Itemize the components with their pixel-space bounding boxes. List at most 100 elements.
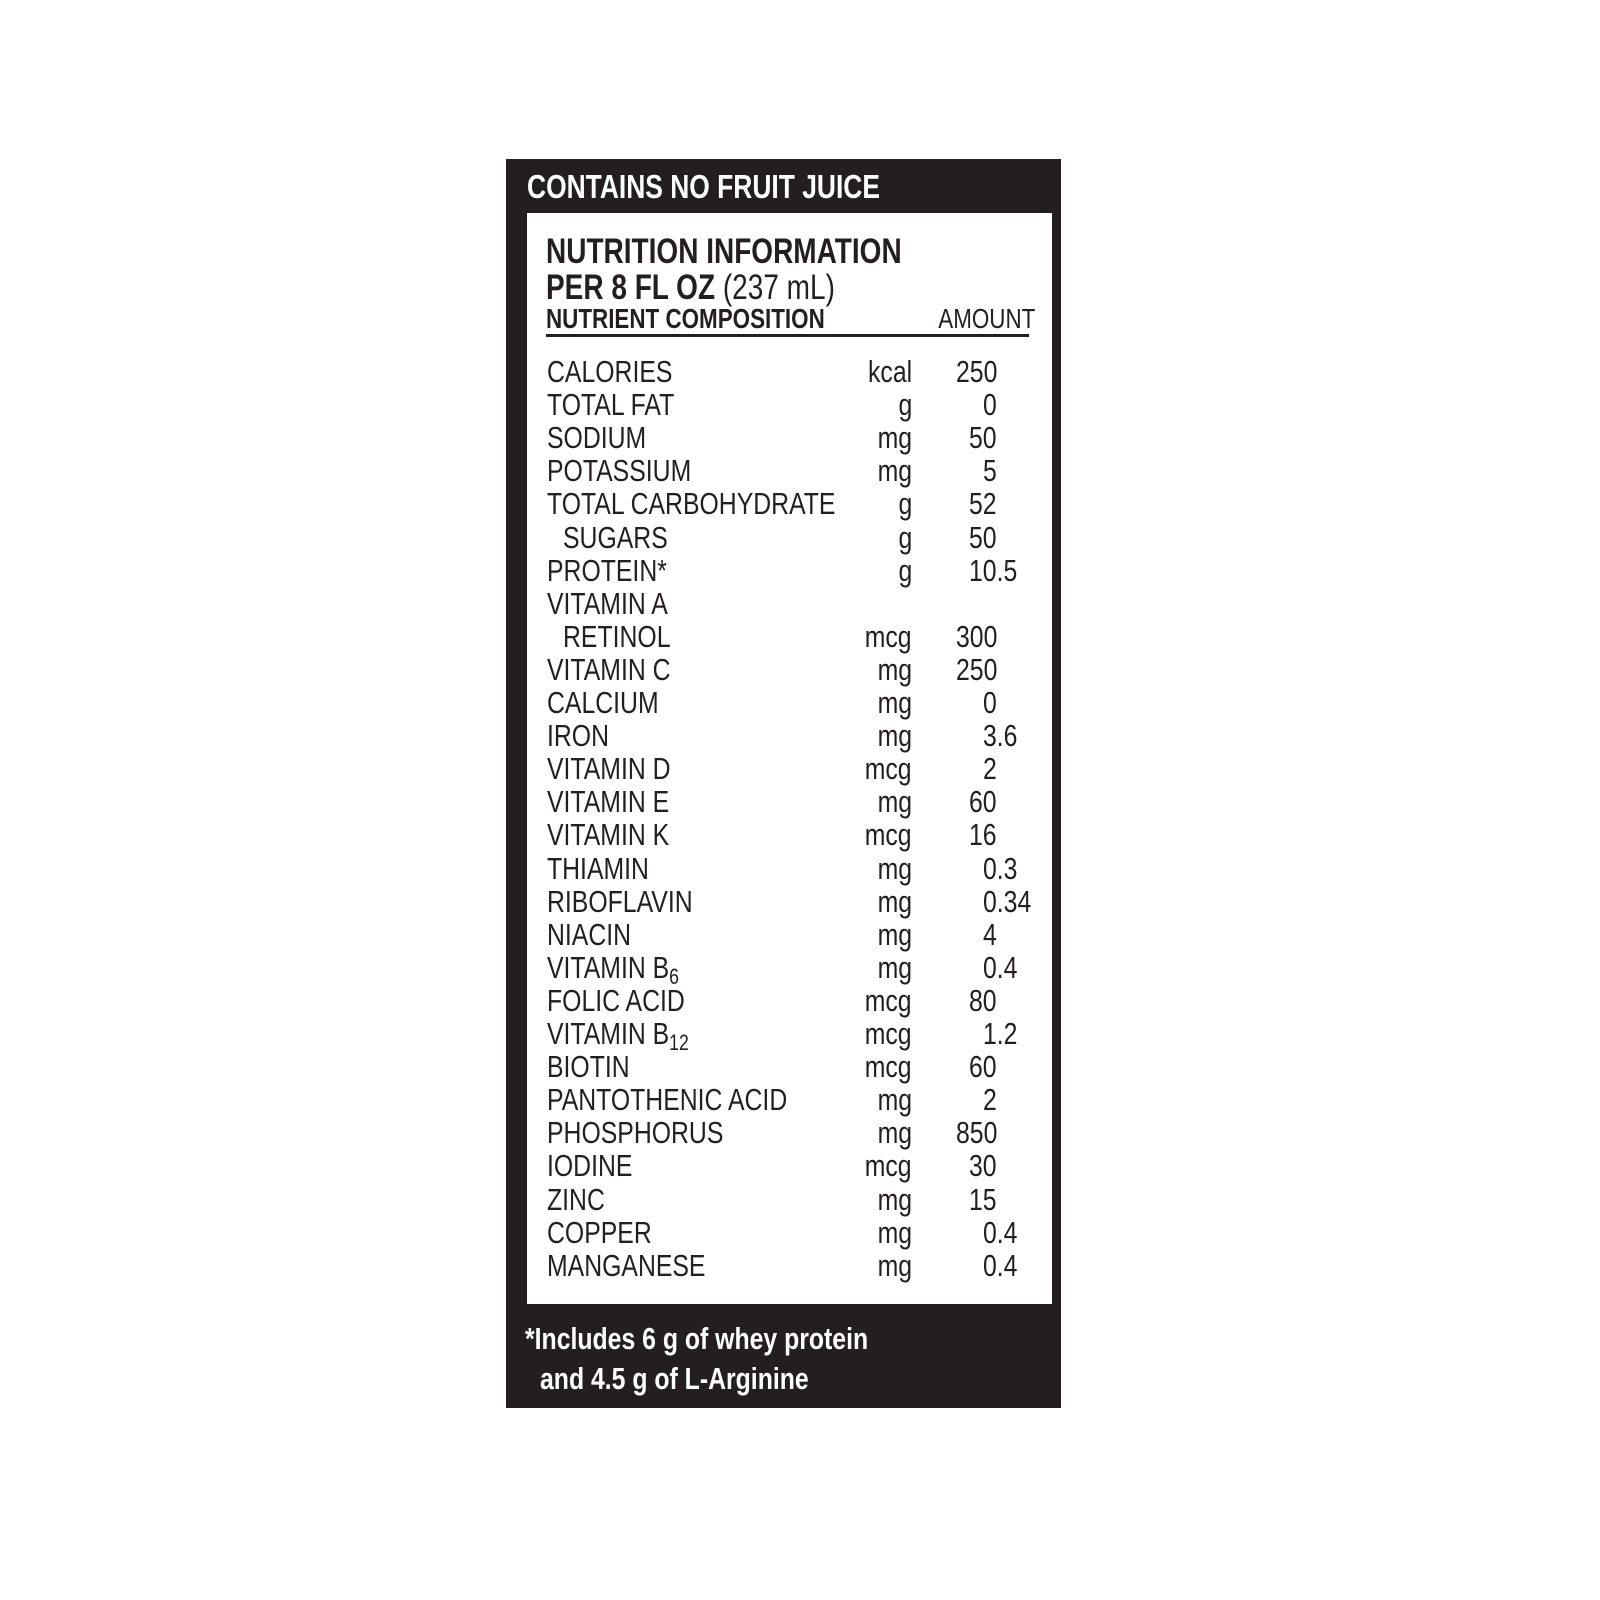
nutrient-unit: mg [877, 718, 912, 754]
nutrient-unit: g [898, 519, 912, 555]
nutrient-unit: mcg [865, 1148, 912, 1184]
nutrient-unit: mg [877, 949, 912, 985]
column-header-nutrient: NUTRIENT COMPOSITION [546, 303, 825, 334]
nutrient-amount: 80 [969, 982, 998, 1018]
nutrient-unit: mcg [865, 982, 912, 1018]
nutrient-name-text: ZINC [547, 1181, 605, 1217]
nutrient-name-text: FOLIC ACID [547, 982, 685, 1018]
nutrient-unit: mg [877, 850, 912, 886]
nutrient-name: MANGANESE [547, 1250, 705, 1281]
nutrient-name-text: BIOTIN [547, 1049, 630, 1085]
nutrient-name-text: THIAMIN [547, 850, 649, 886]
nutrient-name: FOLIC ACID [547, 985, 685, 1016]
nutrient-unit: mg [877, 883, 912, 919]
nutrient-unit: mg [877, 784, 912, 820]
nutrient-unit: mg [877, 1082, 912, 1118]
nutrient-unit: mcg [865, 1016, 912, 1051]
nutrient-name: RIBOFLAVIN [547, 886, 693, 917]
nutrient-unit: mg [877, 651, 912, 687]
nutrient-name: IRON [547, 720, 609, 751]
nutrient-name-text: VITAMIN C [547, 651, 671, 687]
nutrient-name-text: VITAMIN D [547, 751, 671, 787]
nutrient-name-text: SUGARS [563, 519, 668, 555]
nutrient-subscript: 12 [669, 1030, 689, 1055]
nutrient-name: PHOSPHORUS [547, 1117, 723, 1148]
nutrient-unit: g [898, 387, 912, 423]
nutrient-amount: 60 [969, 784, 998, 820]
nutrient-subscript: 6 [669, 963, 679, 989]
nutrient-amount: 300 [955, 618, 998, 654]
nutrient-name: VITAMIN K [547, 819, 669, 850]
serving-size: PER 8 FL OZ (237 mL) [546, 270, 835, 305]
nutrient-name-text: VITAMIN K [547, 817, 670, 853]
nutrient-name-text: IRON [547, 718, 609, 754]
nutrient-amount: 52 [969, 486, 998, 522]
nutrient-amount: 50 [969, 519, 998, 555]
nutrient-unit: mg [877, 1247, 912, 1283]
nutrient-name: CALCIUM [547, 687, 659, 718]
nutrient-name: VITAMIN B6 [547, 949, 679, 988]
nutrient-name: VITAMIN D [547, 753, 671, 784]
nutrient-name-text: PANTOTHENIC ACID [547, 1082, 788, 1118]
nutrient-amount: 1.2 [983, 1016, 1018, 1051]
nutrient-name: VITAMIN C [547, 654, 671, 685]
nutrient-name-text: VITAMIN B [547, 1016, 670, 1051]
nutrient-amount: 60 [969, 1049, 998, 1085]
nutrient-unit: mg [877, 1181, 912, 1217]
nutrient-amount: 4 [983, 916, 998, 952]
nutrient-amount: 250 [955, 354, 998, 389]
nutrient-name: BIOTIN [547, 1051, 630, 1082]
nutrient-unit: mcg [865, 817, 912, 853]
nutrient-name-text: SODIUM [547, 420, 647, 456]
nutrient-amount: 2 [983, 1082, 998, 1118]
nutrient-amount: 10.5 [969, 552, 1018, 588]
nutrient-name: THIAMIN [547, 853, 649, 884]
nutrient-name-text: COPPER [547, 1214, 652, 1250]
nutrient-name: TOTAL FAT [547, 389, 674, 420]
nutrient-amount: 0.3 [983, 850, 1018, 886]
banner-text: CONTAINS NO FRUIT JUICE [527, 168, 880, 205]
nutrient-unit: mg [877, 916, 912, 952]
nutrient-name-text: TOTAL FAT [547, 387, 675, 423]
nutrient-amount: 2 [983, 751, 998, 787]
nutrient-name-text: RIBOFLAVIN [547, 883, 693, 919]
column-header-amount: AMOUNT [937, 303, 1035, 334]
nutrient-amount: 850 [955, 1115, 998, 1151]
header-divider [546, 334, 1029, 337]
nutrient-unit: mg [877, 420, 912, 456]
nutrient-name: POTASSIUM [547, 455, 691, 486]
nutrient-amount: 0.34 [983, 883, 1032, 919]
nutrient-name: PROTEIN* [547, 555, 667, 586]
nutrient-name-text: RETINOL [563, 618, 671, 654]
nutrient-name-text: NIACIN [547, 916, 632, 952]
nutrient-name: COPPER [547, 1217, 652, 1248]
nutrient-name-text: PHOSPHORUS [547, 1115, 724, 1151]
nutrient-name: VITAMIN E [547, 786, 669, 817]
nutrient-name: PANTOTHENIC ACID [547, 1084, 787, 1115]
nutrient-amount: 0.4 [983, 949, 1018, 985]
nutrient-name-text: VITAMIN A [547, 585, 668, 621]
nutrient-name-text: TOTAL CARBOHYDRATE [547, 486, 836, 522]
nutrient-unit: mcg [865, 1049, 912, 1085]
nutrient-amount: 3.6 [983, 718, 1018, 754]
panel-title: NUTRITION INFORMATION [546, 232, 902, 271]
nutrient-amount: 0.4 [983, 1247, 1018, 1283]
nutrition-panel [527, 213, 1052, 1304]
nutrient-amount: 0.4 [983, 1214, 1018, 1250]
footnote-line-1: *Includes 6 g of whey protein [525, 1321, 869, 1356]
nutrient-name: NIACIN [547, 919, 631, 950]
nutrient-name-text: CALORIES [547, 354, 673, 389]
nutrient-name-text: IODINE [547, 1148, 633, 1184]
nutrient-amount: 30 [969, 1148, 998, 1184]
nutrient-name: SODIUM [547, 422, 646, 453]
nutrient-unit: mg [877, 1214, 912, 1250]
nutrient-amount: 0 [983, 685, 998, 720]
footnote-line-2: and 4.5 g of L-Arginine [540, 1361, 809, 1396]
nutrient-unit: mg [877, 453, 912, 489]
nutrient-name-text: PROTEIN* [547, 552, 667, 588]
nutrient-name: ZINC [547, 1184, 605, 1215]
nutrient-name: VITAMIN B12 [547, 1016, 689, 1054]
serving-metric: (237 mL) [722, 268, 835, 307]
nutrient-name: CALORIES [547, 356, 672, 387]
nutrient-name-text: VITAMIN B [547, 949, 670, 985]
